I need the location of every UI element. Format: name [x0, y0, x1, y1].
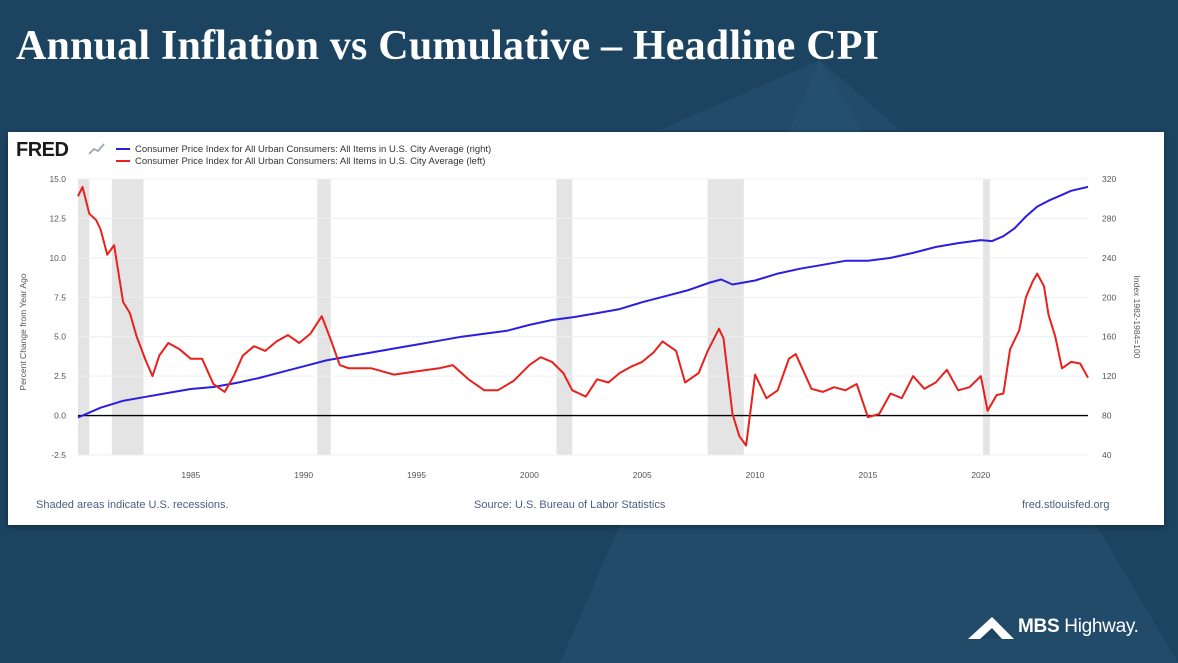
left-tick-label-7: -2.5 [51, 450, 66, 460]
brand-text: MBS Highway. [1018, 616, 1139, 638]
left-axis-title: Percent Change from Year Ago [18, 273, 28, 390]
left-tick-label-3: 7.5 [54, 292, 66, 302]
left-tick-label-0: 15.0 [49, 174, 66, 184]
cumulative-cpi-line [77, 185, 1089, 419]
brand-mark: . [1133, 616, 1139, 637]
recession-band-2 [317, 179, 331, 455]
left-tick-label-5: 2.5 [54, 371, 66, 381]
right-tick-label-3: 200 [1102, 292, 1116, 302]
x-tick-label-1: 1990 [294, 470, 313, 480]
slide-title: Annual Inflation vs Cumulative – Headlin… [16, 23, 880, 69]
x-tick-label-6: 2015 [858, 470, 877, 480]
x-tick-label-2: 1995 [407, 470, 426, 480]
x-tick-label-3: 2000 [520, 470, 539, 480]
brand-rest: Highway [1059, 616, 1134, 637]
mountain-logo-icon [968, 617, 1014, 639]
mbs-highway-brand: MBS Highway. [968, 615, 1139, 639]
recession-band-0 [78, 179, 90, 455]
right-tick-label-7: 40 [1102, 450, 1112, 460]
annual-inflation-line [77, 185, 1089, 447]
plot-area: 15.0 12.5 10.0 7.5 5.0 2.5 0.0 -2.5 320 280 240 200… [18, 174, 1142, 480]
right-tick-label-2: 240 [1102, 253, 1116, 263]
x-tick-label-5: 2010 [746, 470, 765, 480]
recession-band-4 [707, 179, 744, 455]
x-tick-label-0: 1985 [181, 470, 200, 480]
right-axis-title: Index 1982-1984=100 [1132, 276, 1142, 359]
left-tick-label-1: 12.5 [49, 213, 66, 223]
recession-band-3 [556, 179, 573, 455]
source-note: Source: U.S. Bureau of Labor Statistics [474, 499, 666, 511]
right-tick-label-4: 160 [1102, 332, 1116, 342]
left-tick-label-4: 5.0 [54, 332, 66, 342]
right-tick-label-5: 120 [1102, 371, 1116, 381]
legend-swatch-annual [116, 160, 130, 162]
legend-item-annual: Consumer Price Index for All Urban Consu… [116, 155, 491, 167]
recession-note: Shaded areas indicate U.S. recessions. [36, 499, 229, 511]
right-tick-label-6: 80 [1102, 411, 1112, 421]
recession-band-5 [983, 179, 990, 455]
right-tick-label-1: 280 [1102, 213, 1116, 223]
brand-bold: MBS [1018, 616, 1060, 637]
left-tick-label-6: 0.0 [54, 411, 66, 421]
left-tick-label-2: 10.0 [49, 253, 66, 263]
legend-label-annual: Consumer Price Index for All Urban Consu… [135, 155, 486, 167]
legend-item-cumulative: Consumer Price Index for All Urban Consu… [116, 143, 491, 155]
fred-url[interactable]: fred.stlouisfed.org [1022, 499, 1110, 511]
x-tick-label-7: 2020 [971, 470, 990, 480]
legend-swatch-cumulative [116, 148, 130, 150]
chart-legend: Consumer Price Index for All Urban Consu… [116, 143, 491, 167]
fred-chart-card: FRED Consumer Price Index for All Urban … [8, 132, 1164, 525]
legend-label-cumulative: Consumer Price Index for All Urban Consu… [135, 143, 492, 155]
recession-band-1 [111, 179, 144, 455]
x-tick-label-4: 2005 [633, 470, 652, 480]
fred-logo: FRED [16, 139, 69, 161]
fred-chart-icon [88, 143, 105, 155]
right-tick-label-0: 320 [1102, 174, 1116, 184]
